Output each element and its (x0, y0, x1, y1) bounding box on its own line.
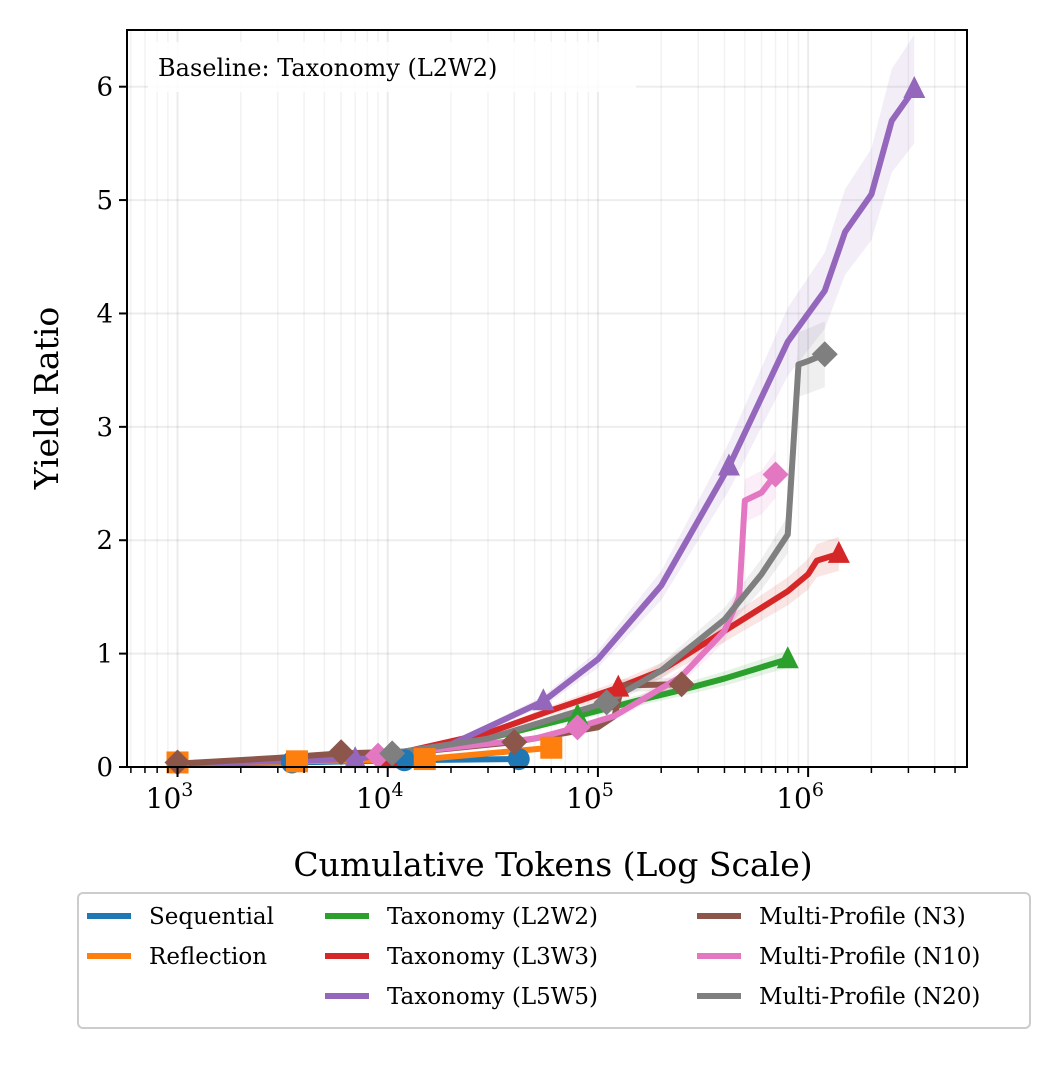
series-line-6 (375, 471, 779, 759)
y-axis-label: Yield Ratio (27, 307, 66, 490)
series-band-4 (177, 34, 915, 764)
y-tick-label: 3 (96, 413, 113, 443)
series-marker-2 (566, 702, 589, 725)
series-marker-4 (717, 453, 740, 476)
x-axis-label: Cumulative Tokens (Log Scale) (293, 845, 812, 884)
series-marker-7 (811, 341, 838, 368)
series-markers (164, 75, 926, 776)
x-tick-label: 105 (566, 779, 614, 815)
y-tick-label: 6 (96, 73, 113, 103)
legend-label: Taxonomy (L2W2) (387, 904, 598, 930)
y-tick-label: 4 (96, 299, 113, 329)
plot-frame (126, 29, 968, 768)
legend-label: Multi-Profile (N20) (759, 984, 980, 1010)
series-marker-3 (607, 674, 630, 697)
series-marker-1 (540, 736, 563, 759)
legend-label: Sequential (149, 904, 274, 930)
series-marker-5 (501, 729, 528, 756)
series-marker-4 (344, 746, 367, 769)
series-marker-2 (776, 646, 799, 669)
legend-box (77, 892, 1031, 1029)
series-marker-6 (564, 714, 591, 741)
annotation-box (148, 42, 636, 92)
legend: Sequential Reflection Taxonomy (L2W2) Taxon… (77, 892, 1031, 1029)
series-marker-5 (668, 671, 695, 698)
legend-label: Taxonomy (L3W3) (387, 944, 598, 970)
series-marker-3 (827, 540, 850, 563)
axes: 0 1 2 3 4 5 6 103 104 105 106 (96, 73, 956, 815)
y-tick-label: 2 (96, 526, 113, 556)
legend-label: Reflection (149, 944, 267, 970)
annotation: Baseline: Taxonomy (L2W2) (158, 54, 497, 82)
x-tick-label: 104 (356, 779, 404, 815)
series-marker-6 (762, 461, 789, 488)
grid (127, 30, 967, 768)
series-line-7 (389, 351, 828, 757)
x-tick-label: 106 (776, 779, 824, 815)
series-marker-4 (903, 75, 926, 98)
legend-label: Multi-Profile (N3) (759, 904, 966, 930)
y-tick-label: 5 (96, 186, 113, 216)
y-tick-label: 0 (96, 753, 113, 783)
series-marker-7 (593, 689, 620, 716)
legend-label: Multi-Profile (N10) (759, 944, 980, 970)
series-marker-5 (164, 749, 191, 776)
series-marker-5 (328, 739, 355, 766)
legend-label: Taxonomy (L5W5) (387, 984, 598, 1010)
series-marker-4 (532, 688, 555, 711)
y-tick-label: 1 (96, 640, 113, 670)
series-marker-7 (379, 740, 406, 767)
x-tick-label: 103 (146, 779, 194, 815)
series-marker-1 (413, 748, 436, 771)
